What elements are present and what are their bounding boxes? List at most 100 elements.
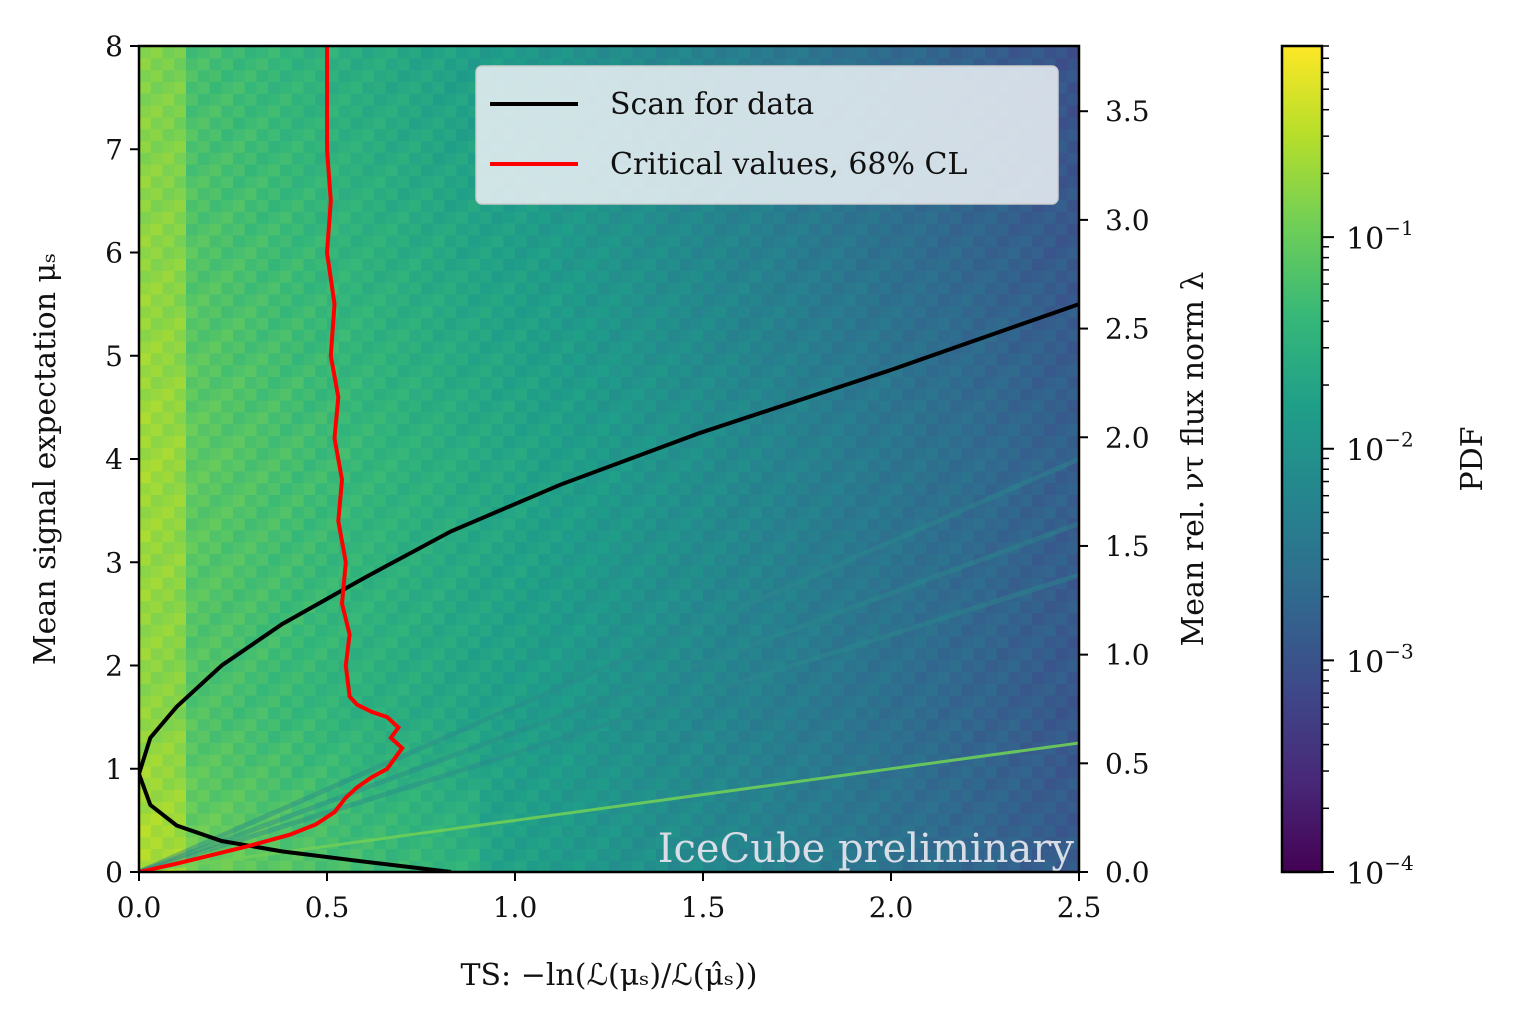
heatmap-cell (491, 848, 504, 861)
heatmap-cell (973, 223, 986, 236)
heatmap-cell (867, 246, 880, 259)
heatmap-cell (961, 282, 974, 295)
heatmap-cell (456, 706, 469, 720)
heatmap-cell (949, 435, 963, 448)
heatmap-cell (597, 388, 610, 401)
heatmap-cell (233, 329, 246, 342)
heatmap-cell (244, 754, 258, 767)
heatmap-cell (409, 600, 422, 613)
heatmap-cell (620, 258, 634, 271)
heatmap-cell (444, 199, 457, 212)
heatmap-cell (1008, 671, 1021, 684)
heatmap-cell (233, 140, 246, 153)
heatmap-cell (150, 258, 164, 271)
heatmap-cell (985, 470, 998, 484)
heatmap-cell (432, 553, 446, 566)
heatmap-cell (362, 388, 375, 401)
heatmap-cell (174, 482, 187, 495)
heatmap-cell (985, 246, 998, 259)
heatmap-cell (879, 470, 892, 484)
heatmap-cell (832, 482, 845, 495)
heatmap-cell (1032, 529, 1045, 543)
heatmap-cell (1055, 647, 1068, 661)
heatmap-cell (656, 329, 669, 342)
heatmap-cell (914, 376, 927, 389)
heatmap-cell (703, 765, 716, 779)
heatmap-cell (926, 718, 939, 731)
heatmap-cell (444, 470, 457, 484)
heatmap-cell (797, 636, 810, 649)
heatmap-cell (773, 813, 786, 826)
heatmap-cell (1043, 447, 1057, 460)
heatmap-cell (703, 848, 716, 861)
heatmap-cell (961, 246, 974, 259)
heatmap-cell (479, 258, 493, 271)
heatmap-cell (797, 624, 810, 637)
heatmap-cell (515, 754, 528, 767)
heatmap-cell (221, 435, 234, 448)
heatmap-cell (656, 754, 669, 767)
heatmap-cell (503, 246, 516, 259)
heatmap-cell (233, 400, 246, 413)
heatmap-cell (562, 388, 575, 401)
heatmap-cell (761, 282, 775, 295)
heatmap-cell (526, 718, 540, 731)
heatmap-cell (1020, 565, 1033, 578)
heatmap-cell (197, 659, 211, 672)
heatmap-cell (338, 187, 352, 200)
heatmap-cell (456, 447, 469, 460)
heatmap-cell (291, 742, 305, 755)
heatmap-cell (867, 329, 880, 342)
heatmap-cell (550, 352, 563, 366)
heatmap-cell (479, 388, 493, 401)
heatmap-cell (456, 671, 469, 684)
heatmap-cell (985, 730, 998, 743)
heatmap-cell (1055, 246, 1068, 259)
heatmap-cell (832, 282, 845, 295)
heatmap-cell (362, 376, 375, 389)
heatmap-cell (891, 612, 904, 625)
heatmap-cell (1067, 742, 1079, 755)
heatmap-cell (244, 470, 258, 484)
heatmap-cell (350, 683, 363, 696)
heatmap-cell (162, 128, 175, 141)
heatmap-cell (773, 435, 786, 448)
heatmap-cell (738, 813, 751, 826)
heatmap-cell (186, 695, 199, 708)
heatmap-cell (1020, 588, 1033, 602)
heatmap-cell (1020, 765, 1033, 779)
heatmap-cell (1055, 695, 1068, 708)
heatmap-cell (456, 341, 469, 354)
heatmap-cell (785, 742, 798, 755)
heatmap-cell (303, 364, 316, 377)
heatmap-cell (726, 211, 739, 224)
heatmap-cell (867, 777, 880, 790)
heatmap-cell (562, 258, 575, 271)
heatmap-cell (526, 647, 540, 661)
heatmap-cell (738, 459, 751, 472)
heatmap-cell (996, 706, 1010, 720)
heatmap-cell (1055, 270, 1068, 283)
heatmap-cell (550, 600, 563, 613)
heatmap-cell (644, 553, 657, 566)
heatmap-cell (761, 305, 775, 318)
heatmap-cell (844, 813, 857, 826)
heatmap-cell (550, 423, 563, 436)
heatmap-cell (738, 577, 751, 590)
heatmap-cell (233, 730, 246, 743)
heatmap-cell (244, 447, 258, 460)
heatmap-cell (1008, 482, 1021, 495)
heatmap-cell (797, 506, 810, 519)
heatmap-cell (985, 411, 998, 425)
heatmap-cell (268, 577, 281, 590)
heatmap-cell (186, 636, 199, 649)
heatmap-cell (362, 258, 375, 271)
heatmap-cell (174, 730, 187, 743)
heatmap-cell (456, 223, 469, 236)
heatmap-cell (327, 706, 340, 720)
heatmap-cell (150, 270, 164, 283)
heatmap-cell (867, 388, 880, 401)
heatmap-cell (456, 364, 469, 377)
heatmap-cell (961, 659, 974, 672)
heatmap-cell (1032, 482, 1045, 495)
